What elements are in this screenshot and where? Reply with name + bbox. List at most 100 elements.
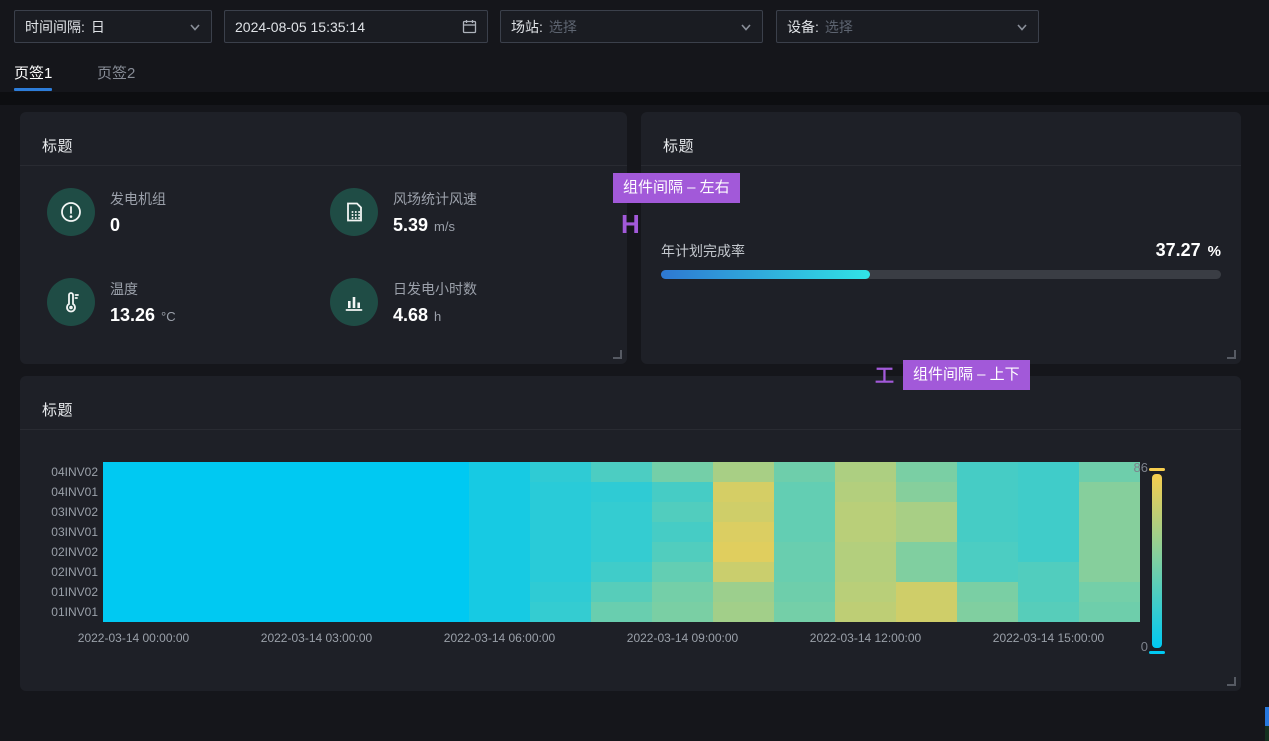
heatmap-cell[interactable] [896,582,957,602]
heatmap-cell[interactable] [408,542,469,562]
heatmap-cell[interactable] [774,602,835,622]
heatmap-cell[interactable] [774,462,835,482]
heatmap-cell[interactable] [469,462,530,482]
heatmap-cell[interactable] [164,562,225,582]
heatmap-cell[interactable] [408,462,469,482]
heatmap-cell[interactable] [347,482,408,502]
heatmap-cell[interactable] [652,502,713,522]
heatmap-cell[interactable] [591,482,652,502]
heatmap-cell[interactable] [774,562,835,582]
colorbar-handle-min[interactable] [1149,651,1165,654]
heatmap-cell[interactable] [103,602,164,622]
datetime-picker[interactable]: 2024-08-05 15:35:14 [224,10,488,43]
heatmap-cell[interactable] [469,542,530,562]
heatmap-cell[interactable] [896,522,957,542]
heatmap-cell[interactable] [286,562,347,582]
device-select[interactable]: 设备: 选择 [776,10,1039,43]
heatmap-cell[interactable] [591,522,652,542]
heatmap-cell[interactable] [713,602,774,622]
heatmap-cell[interactable] [896,542,957,562]
heatmap-cell[interactable] [713,542,774,562]
heatmap-cell[interactable] [835,462,896,482]
heatmap-cell[interactable] [164,462,225,482]
heatmap-cell[interactable] [713,502,774,522]
heatmap-cell[interactable] [774,502,835,522]
heatmap-cell[interactable] [469,482,530,502]
heatmap-cell[interactable] [286,602,347,622]
heatmap-cell[interactable] [408,602,469,622]
heatmap-cell[interactable] [1079,602,1140,622]
heatmap-cell[interactable] [652,542,713,562]
heatmap-cell[interactable] [164,602,225,622]
heatmap-cell[interactable] [652,462,713,482]
heatmap-cell[interactable] [225,482,286,502]
heatmap-cell[interactable] [1018,542,1079,562]
heatmap-cell[interactable] [103,462,164,482]
heatmap-cell[interactable] [835,582,896,602]
heatmap-cell[interactable] [1079,502,1140,522]
station-select[interactable]: 场站: 选择 [500,10,763,43]
heatmap-cell[interactable] [225,462,286,482]
heatmap-cell[interactable] [530,562,591,582]
heatmap-cell[interactable] [835,562,896,582]
heatmap-cell[interactable] [225,502,286,522]
heatmap-cell[interactable] [591,462,652,482]
heatmap-cell[interactable] [774,542,835,562]
heatmap-cell[interactable] [957,482,1018,502]
heatmap-cell[interactable] [225,542,286,562]
heatmap-cell[interactable] [286,462,347,482]
heatmap-cell[interactable] [957,582,1018,602]
heatmap-cell[interactable] [591,542,652,562]
heatmap-cell[interactable] [835,602,896,622]
heatmap-cell[interactable] [713,522,774,542]
heatmap-cell[interactable] [1018,502,1079,522]
heatmap-cell[interactable] [1018,602,1079,622]
heatmap-cell[interactable] [652,582,713,602]
heatmap-cell[interactable] [408,582,469,602]
heatmap-cell[interactable] [347,582,408,602]
heatmap-cell[interactable] [1079,522,1140,542]
heatmap-cell[interactable] [1079,582,1140,602]
tab-2[interactable]: 页签2 [97,62,135,83]
heatmap-cell[interactable] [835,482,896,502]
heatmap-cell[interactable] [896,462,957,482]
heatmap-cell[interactable] [774,582,835,602]
heatmap-cell[interactable] [957,502,1018,522]
heatmap-cell[interactable] [957,542,1018,562]
heatmap-cell[interactable] [469,502,530,522]
heatmap-grid[interactable] [103,462,1140,622]
heatmap-cell[interactable] [408,562,469,582]
heatmap-cell[interactable] [652,482,713,502]
heatmap-cell[interactable] [103,502,164,522]
heatmap-cell[interactable] [469,522,530,542]
heatmap-cell[interactable] [225,582,286,602]
heatmap-cell[interactable] [1018,582,1079,602]
heatmap-cell[interactable] [225,522,286,542]
card-resize-handle[interactable] [613,350,622,359]
heatmap-cell[interactable] [164,582,225,602]
heatmap-cell[interactable] [286,582,347,602]
heatmap-cell[interactable] [408,502,469,522]
heatmap-cell[interactable] [103,542,164,562]
heatmap-cell[interactable] [1079,542,1140,562]
heatmap-cell[interactable] [591,502,652,522]
heatmap-cell[interactable] [774,522,835,542]
heatmap-cell[interactable] [652,602,713,622]
heatmap-cell[interactable] [286,482,347,502]
heatmap-cell[interactable] [957,522,1018,542]
heatmap-cell[interactable] [408,482,469,502]
heatmap-cell[interactable] [347,562,408,582]
heatmap-cell[interactable] [530,602,591,622]
heatmap-cell[interactable] [1079,482,1140,502]
heatmap-cell[interactable] [347,462,408,482]
heatmap-cell[interactable] [713,462,774,482]
heatmap-cell[interactable] [1079,562,1140,582]
heatmap-cell[interactable] [896,502,957,522]
heatmap-cell[interactable] [347,542,408,562]
colorbar-handle-max[interactable] [1149,468,1165,471]
heatmap-cell[interactable] [530,522,591,542]
heatmap-cell[interactable] [530,482,591,502]
heatmap-cell[interactable] [652,562,713,582]
heatmap-cell[interactable] [225,562,286,582]
heatmap-cell[interactable] [591,602,652,622]
